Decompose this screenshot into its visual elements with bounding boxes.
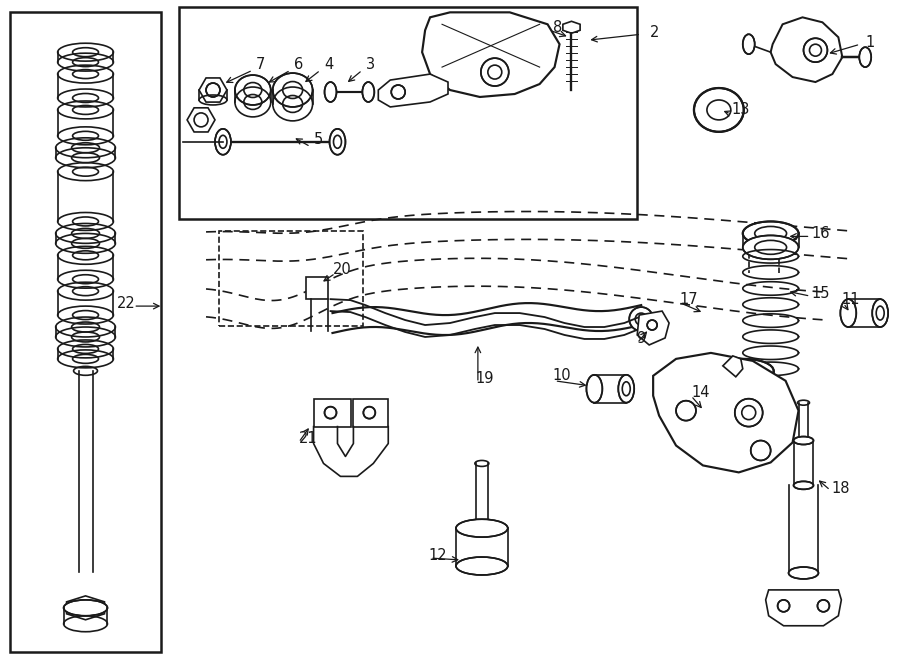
- Ellipse shape: [329, 129, 346, 155]
- Circle shape: [392, 85, 405, 99]
- Polygon shape: [422, 13, 560, 97]
- Ellipse shape: [618, 375, 634, 403]
- Ellipse shape: [872, 299, 888, 327]
- Polygon shape: [199, 78, 227, 102]
- Circle shape: [817, 600, 830, 612]
- Ellipse shape: [714, 359, 774, 383]
- Text: 20: 20: [333, 262, 352, 277]
- Bar: [354, 399, 388, 426]
- Ellipse shape: [694, 88, 743, 132]
- Ellipse shape: [742, 221, 798, 245]
- Circle shape: [206, 83, 220, 97]
- Ellipse shape: [456, 519, 508, 537]
- Text: 15: 15: [811, 286, 830, 301]
- Ellipse shape: [788, 567, 818, 579]
- Text: 16: 16: [811, 226, 830, 241]
- Text: 8: 8: [553, 20, 562, 35]
- Ellipse shape: [363, 82, 374, 102]
- Circle shape: [481, 58, 508, 86]
- Bar: [306, 277, 328, 299]
- Text: 18: 18: [831, 481, 850, 496]
- Ellipse shape: [215, 129, 231, 155]
- Polygon shape: [562, 21, 580, 33]
- Text: 13: 13: [732, 102, 750, 118]
- Circle shape: [647, 320, 657, 330]
- Ellipse shape: [456, 557, 508, 575]
- Circle shape: [751, 440, 770, 461]
- Text: 6: 6: [294, 57, 303, 71]
- Circle shape: [325, 407, 337, 418]
- Text: 12: 12: [428, 547, 447, 563]
- Text: 4: 4: [324, 57, 333, 71]
- Bar: [10, 13, 161, 652]
- Ellipse shape: [235, 75, 271, 105]
- Bar: [313, 399, 351, 426]
- Text: 5: 5: [314, 132, 323, 147]
- Circle shape: [804, 38, 827, 62]
- Ellipse shape: [794, 436, 814, 444]
- Ellipse shape: [860, 47, 871, 67]
- Ellipse shape: [273, 73, 312, 107]
- Ellipse shape: [841, 299, 856, 327]
- Circle shape: [734, 399, 762, 426]
- Bar: [179, 7, 637, 219]
- Circle shape: [676, 401, 696, 420]
- Circle shape: [778, 600, 789, 612]
- Text: 10: 10: [553, 368, 571, 383]
- Polygon shape: [187, 108, 215, 132]
- Text: 22: 22: [117, 295, 136, 311]
- Text: 7: 7: [256, 57, 266, 71]
- Polygon shape: [770, 17, 842, 82]
- Text: 17: 17: [680, 292, 698, 307]
- Ellipse shape: [714, 374, 774, 398]
- Text: 11: 11: [842, 292, 859, 307]
- Polygon shape: [723, 356, 742, 377]
- Polygon shape: [637, 311, 669, 345]
- Polygon shape: [378, 74, 448, 107]
- Text: 14: 14: [692, 385, 710, 401]
- Ellipse shape: [794, 481, 814, 489]
- Ellipse shape: [587, 375, 602, 403]
- Text: 21: 21: [300, 431, 318, 446]
- Text: 19: 19: [475, 371, 494, 386]
- Polygon shape: [766, 590, 842, 626]
- Text: 3: 3: [365, 57, 375, 71]
- Circle shape: [364, 407, 375, 418]
- Bar: [219, 231, 364, 326]
- Text: 2: 2: [650, 24, 659, 40]
- Polygon shape: [653, 353, 798, 473]
- Ellipse shape: [742, 34, 755, 54]
- Text: 9: 9: [636, 331, 646, 346]
- Ellipse shape: [742, 235, 798, 259]
- Ellipse shape: [325, 82, 337, 102]
- Text: 1: 1: [866, 35, 875, 50]
- Ellipse shape: [64, 600, 107, 616]
- Circle shape: [629, 307, 653, 331]
- Polygon shape: [67, 596, 104, 620]
